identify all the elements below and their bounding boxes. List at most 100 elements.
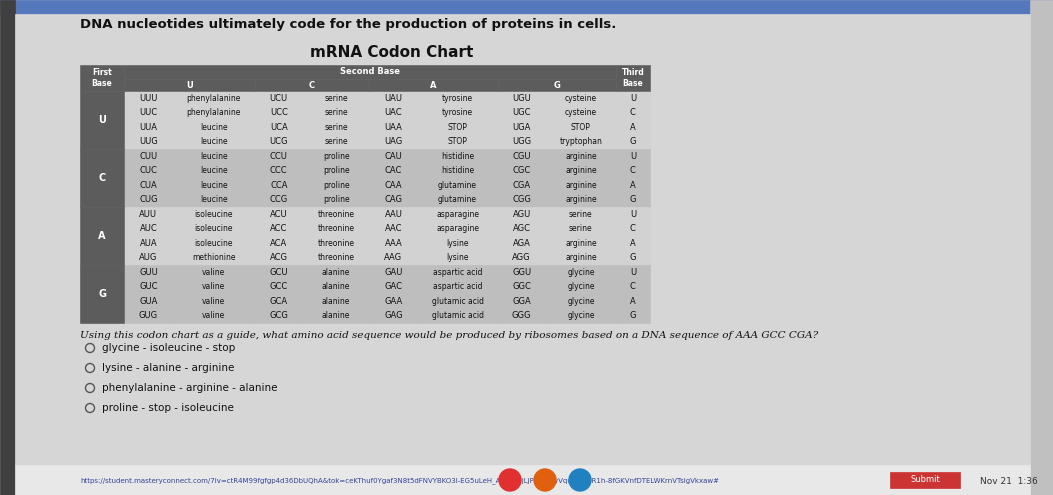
Text: valine: valine xyxy=(202,268,225,277)
Text: A: A xyxy=(630,123,636,132)
Bar xyxy=(545,135,616,149)
Bar xyxy=(80,65,124,91)
Bar xyxy=(255,178,303,193)
Bar xyxy=(497,280,545,294)
Text: AGA: AGA xyxy=(513,239,531,248)
Text: CAG: CAG xyxy=(384,195,402,204)
Bar xyxy=(497,79,616,91)
Text: asparagine: asparagine xyxy=(436,224,479,233)
Bar xyxy=(418,250,497,265)
Bar xyxy=(255,250,303,265)
Bar xyxy=(497,149,545,163)
Bar xyxy=(370,178,418,193)
Bar xyxy=(173,163,255,178)
Bar xyxy=(418,178,497,193)
Bar xyxy=(370,149,418,163)
Bar xyxy=(545,236,616,250)
Bar xyxy=(124,294,173,308)
Bar xyxy=(545,149,616,163)
Bar xyxy=(497,308,545,323)
Text: serine: serine xyxy=(324,94,347,103)
Text: UUU: UUU xyxy=(139,94,158,103)
Bar xyxy=(173,193,255,207)
Text: UGG: UGG xyxy=(512,137,532,146)
Bar xyxy=(255,163,303,178)
Bar xyxy=(173,250,255,265)
Bar xyxy=(124,135,173,149)
Bar xyxy=(255,221,303,236)
Bar xyxy=(418,193,497,207)
Bar xyxy=(616,250,650,265)
Bar xyxy=(545,308,616,323)
Text: isoleucine: isoleucine xyxy=(195,210,233,219)
Text: GUU: GUU xyxy=(139,268,158,277)
Bar xyxy=(173,91,255,105)
Bar xyxy=(616,193,650,207)
Text: CAU: CAU xyxy=(384,152,402,161)
Text: valine: valine xyxy=(202,311,225,320)
Bar xyxy=(418,120,497,135)
Bar xyxy=(418,221,497,236)
Text: STOP: STOP xyxy=(448,123,468,132)
Text: UAU: UAU xyxy=(384,94,402,103)
Bar xyxy=(255,149,303,163)
Text: serine: serine xyxy=(324,108,347,117)
Text: UCG: UCG xyxy=(270,137,289,146)
Bar xyxy=(418,163,497,178)
Text: AUA: AUA xyxy=(140,239,157,248)
Bar xyxy=(303,105,370,120)
Text: CUC: CUC xyxy=(139,166,157,175)
Bar xyxy=(303,236,370,250)
Text: AAG: AAG xyxy=(384,253,402,262)
Text: UGA: UGA xyxy=(513,123,531,132)
Bar xyxy=(303,207,370,221)
Text: CCU: CCU xyxy=(270,152,287,161)
Bar xyxy=(80,308,124,323)
Bar xyxy=(303,221,370,236)
Text: cysteine: cysteine xyxy=(564,94,597,103)
Bar xyxy=(80,105,124,120)
Bar xyxy=(173,120,255,135)
Text: glycine: glycine xyxy=(568,297,595,306)
Bar xyxy=(124,178,173,193)
Text: proline: proline xyxy=(323,166,350,175)
Text: CGA: CGA xyxy=(513,181,531,190)
Text: CAC: CAC xyxy=(384,166,402,175)
Text: G: G xyxy=(630,137,636,146)
Bar xyxy=(370,163,418,178)
Bar xyxy=(497,105,545,120)
Text: phenylalanine: phenylalanine xyxy=(186,108,241,117)
Bar xyxy=(1030,0,1053,495)
Text: A: A xyxy=(630,181,636,190)
Bar xyxy=(173,308,255,323)
Text: tyrosine: tyrosine xyxy=(442,108,473,117)
Text: alanine: alanine xyxy=(322,297,351,306)
Bar xyxy=(80,250,124,265)
Text: leucine: leucine xyxy=(200,137,227,146)
Text: UCU: UCU xyxy=(270,94,287,103)
Bar xyxy=(303,149,370,163)
Text: aspartic acid: aspartic acid xyxy=(433,268,482,277)
Bar xyxy=(0,0,1053,14)
Text: UAA: UAA xyxy=(384,123,402,132)
Text: U: U xyxy=(630,268,636,277)
Text: threonine: threonine xyxy=(318,224,355,233)
Text: GCA: GCA xyxy=(270,297,287,306)
Bar xyxy=(124,280,173,294)
Bar xyxy=(303,294,370,308)
Text: C: C xyxy=(630,166,636,175)
Text: U: U xyxy=(98,115,106,125)
Bar xyxy=(370,91,418,105)
Text: AGG: AGG xyxy=(513,253,531,262)
Text: serine: serine xyxy=(569,224,593,233)
Bar xyxy=(370,193,418,207)
Bar xyxy=(616,105,650,120)
Text: CUA: CUA xyxy=(140,181,157,190)
Text: UUG: UUG xyxy=(139,137,158,146)
Bar xyxy=(545,221,616,236)
Text: alanine: alanine xyxy=(322,282,351,291)
Bar xyxy=(173,265,255,280)
Bar xyxy=(497,221,545,236)
Bar xyxy=(545,178,616,193)
Bar xyxy=(370,280,418,294)
